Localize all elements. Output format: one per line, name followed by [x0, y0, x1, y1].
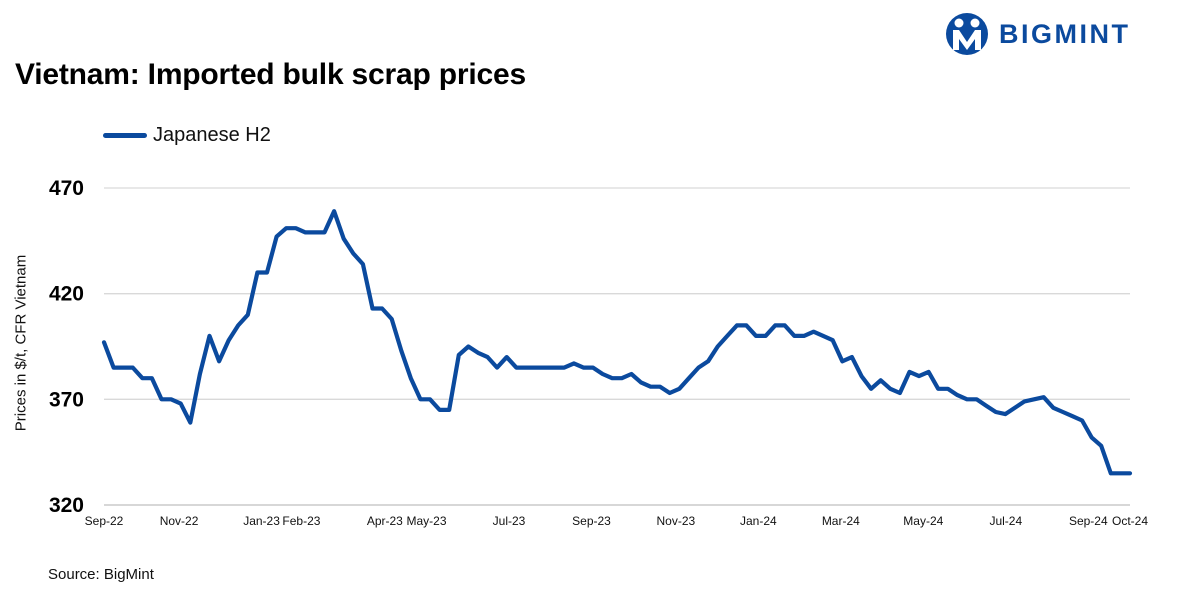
- x-tick-label: Oct-24: [1112, 514, 1148, 528]
- x-tick-label: Feb-23: [282, 514, 320, 528]
- y-tick-label: 420: [49, 283, 84, 306]
- x-tick-label: Sep-22: [85, 514, 124, 528]
- y-tick-label: 470: [49, 177, 84, 200]
- logo-text: BIGMINT: [999, 18, 1131, 49]
- x-tick-label: Sep-23: [572, 514, 611, 528]
- chart-legend: Japanese H2: [103, 124, 271, 147]
- legend-swatch: [103, 133, 147, 138]
- x-tick-label: Sep-24: [1069, 514, 1108, 528]
- bigmint-logo-icon: [946, 13, 988, 55]
- x-tick-label: Jan-23: [243, 514, 280, 528]
- chart-title: Vietnam: Imported bulk scrap prices: [15, 58, 526, 91]
- y-tick-label: 370: [49, 388, 84, 411]
- legend-label: Japanese H2: [153, 124, 271, 146]
- x-tick-label: Jul-24: [989, 514, 1022, 528]
- bigmint-logo: BIGMINT: [945, 12, 1131, 56]
- x-tick-label: Nov-23: [657, 514, 696, 528]
- series-line-japanese-h2: [101, 209, 1133, 476]
- x-tick-label: Jul-23: [493, 514, 526, 528]
- x-tick-label: May-24: [903, 514, 943, 528]
- x-tick-label: Mar-24: [822, 514, 860, 528]
- x-tick-label: May-23: [407, 514, 447, 528]
- y-tick-label: 320: [49, 494, 84, 517]
- source-note: Source: BigMint: [48, 566, 154, 583]
- x-tick-label: Nov-22: [160, 514, 199, 528]
- x-tick-label: Jan-24: [740, 514, 777, 528]
- x-tick-label: Apr-23: [367, 514, 403, 528]
